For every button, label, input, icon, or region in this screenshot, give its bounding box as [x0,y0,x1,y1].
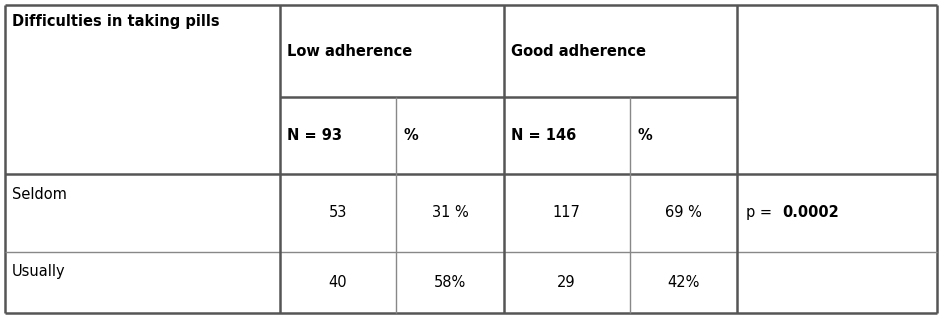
Text: 40: 40 [329,275,348,290]
Text: Low adherence: Low adherence [287,44,413,59]
Text: Seldom: Seldom [12,187,67,202]
Text: N = 93: N = 93 [287,128,342,143]
Text: %: % [404,128,418,143]
Text: Usually: Usually [12,264,66,279]
Text: %: % [637,128,652,143]
Text: Good adherence: Good adherence [512,44,646,59]
Text: 69 %: 69 % [665,205,702,220]
Text: 0.0002: 0.0002 [782,205,838,220]
Text: 53: 53 [329,205,348,220]
Text: N = 146: N = 146 [512,128,577,143]
Text: 31 %: 31 % [431,205,468,220]
Text: 58%: 58% [434,275,466,290]
Text: 42%: 42% [667,275,699,290]
Text: p =: p = [746,205,777,220]
Text: 117: 117 [553,205,580,220]
Text: Difficulties in taking pills: Difficulties in taking pills [12,14,219,29]
Text: 29: 29 [558,275,576,290]
